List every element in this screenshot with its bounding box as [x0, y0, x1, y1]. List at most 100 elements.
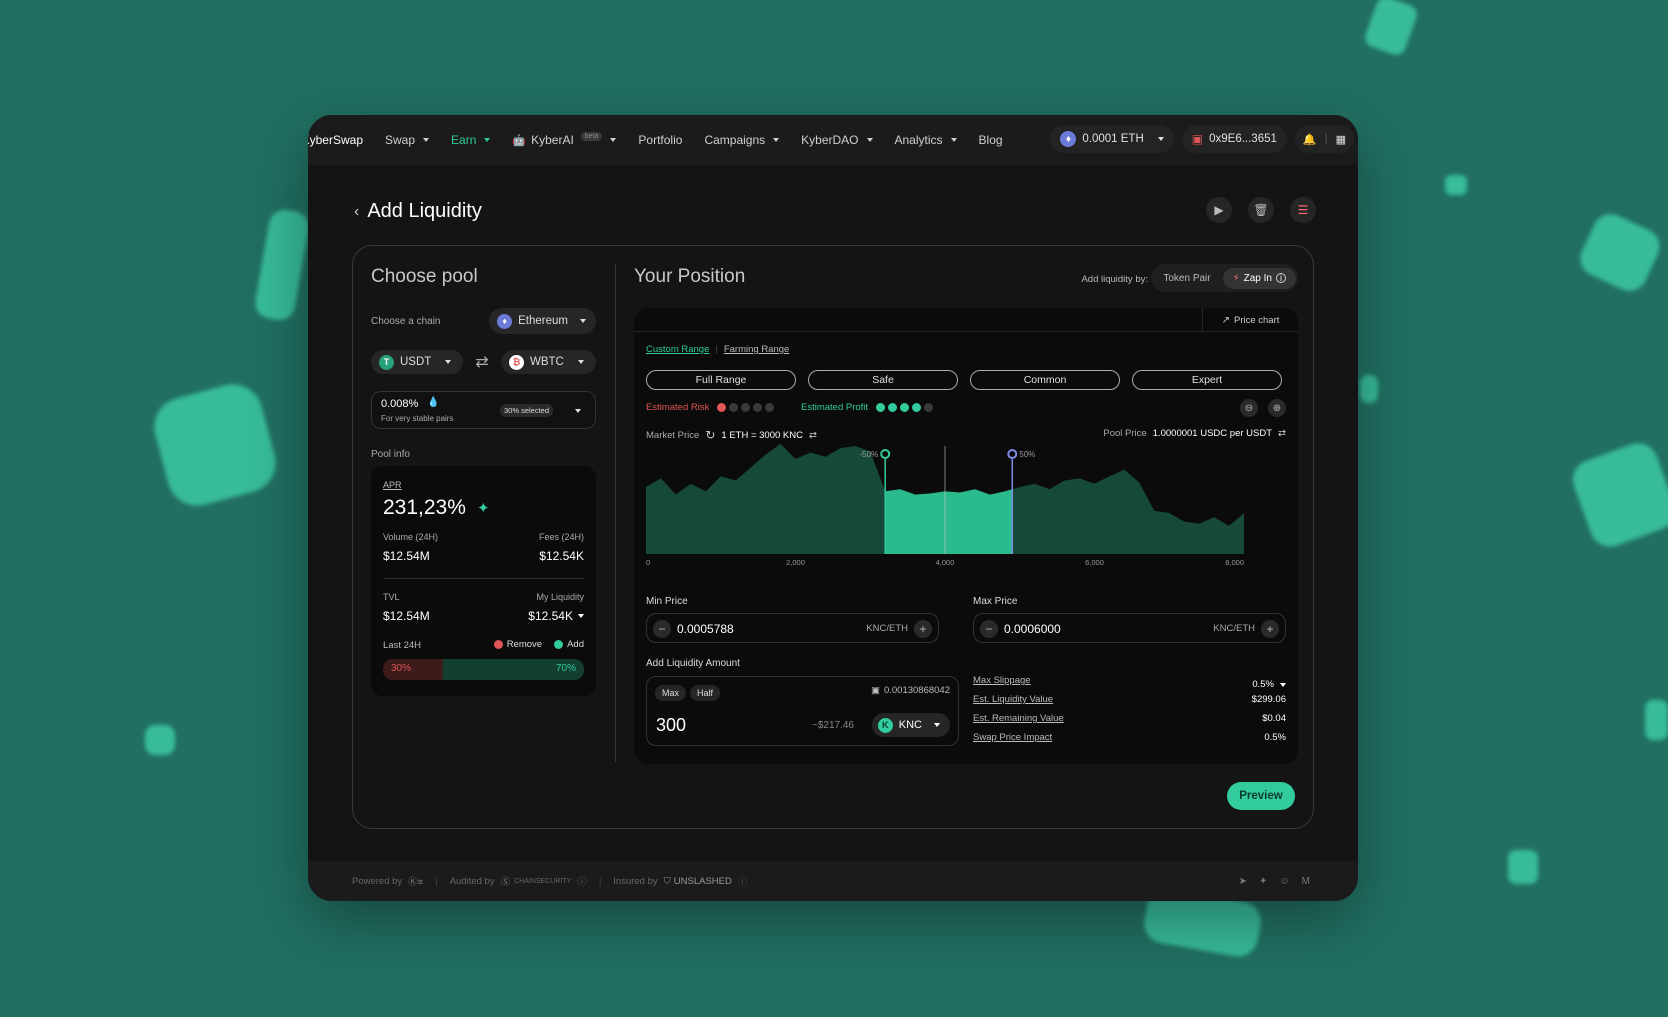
custom-range-tab[interactable]: Custom Range — [646, 344, 710, 355]
price-chart-tab[interactable]: ↗ Price chart — [1202, 308, 1298, 332]
refresh-icon[interactable]: ↻ — [705, 428, 716, 442]
pool-price-value: 1.0000001 USDC per USDT — [1152, 428, 1273, 439]
nav-item-swap[interactable]: Swap — [385, 133, 430, 147]
liquidity-price-chart[interactable]: -50% 50% 0 2,000 4,000 6,000 8,000 — [646, 443, 1286, 581]
max-price-increment-button[interactable]: + — [1261, 620, 1279, 638]
swap-price-impact-value: 0.5% — [1264, 732, 1286, 743]
social-links: ➤ ✦ ☺ M — [1239, 876, 1310, 887]
nav-item-portfolio[interactable]: Portfolio — [638, 133, 682, 147]
wbtc-icon: ₿ — [509, 354, 524, 370]
logo[interactable]: KyberSwap — [308, 133, 363, 147]
max-price-unit: KNC/ETH — [1213, 623, 1255, 634]
token-pair-row: T USDT ⇄ ₿ WBTC — [371, 350, 596, 374]
token-a-selector[interactable]: T USDT — [371, 350, 463, 374]
pool-price: Pool Price 1.0000001 USDC per USDT ⇄ — [1103, 428, 1286, 439]
nav-item-label: KyberDAO — [801, 133, 859, 147]
droplet-icon: 💧 — [427, 397, 440, 408]
nav-item-earn[interactable]: Earn — [451, 133, 491, 147]
zoom-out-icon[interactable]: ⊖ — [1240, 399, 1258, 417]
twitter-icon[interactable]: ✦ — [1259, 875, 1268, 887]
amount-value: 300 — [656, 715, 687, 735]
level-dot — [900, 403, 910, 412]
balance-pill[interactable]: ♦ 0.0001 ETH — [1050, 125, 1174, 153]
common-range-button[interactable]: Common — [970, 370, 1120, 390]
telegram-icon[interactable]: ➤ — [1238, 875, 1248, 887]
zap-in-label: Zap In — [1243, 272, 1272, 284]
x-tick-label: 0 — [646, 558, 650, 567]
min-price-value: 0.0005788 — [677, 622, 734, 636]
zap-in-option[interactable]: ⚡ Zap In i — [1222, 267, 1296, 289]
safe-range-button[interactable]: Safe — [808, 370, 958, 390]
add-liquidity-amount-label: Add Liquidity Amount — [646, 658, 740, 669]
auditor-name[interactable]: CHAINSECURITY — [514, 877, 572, 885]
min-price-decrement-button[interactable]: − — [653, 620, 671, 638]
min-price-increment-button[interactable]: + — [914, 620, 932, 638]
medium-icon[interactable]: M — [1301, 875, 1310, 887]
insurer-name[interactable]: UNSLASHED — [673, 875, 732, 887]
max-slippage-value[interactable]: 0.5% — [1252, 675, 1286, 694]
fees-label: Fees (24H) — [538, 532, 584, 542]
footer: Powered by Ⓚ≡ | Audited by Ⓢ CHAINSECURI… — [308, 861, 1358, 901]
amount-input-box[interactable]: Max Half ▣ 0.00130868042 300 ~$217.46 K … — [646, 676, 959, 746]
full-range-button[interactable]: Full Range — [646, 370, 796, 390]
add-remove-ratio-bar: 30% 70% — [383, 659, 584, 680]
range-low-handle — [880, 449, 891, 459]
app-window: KyberSwap Swap Earn 🤖 KyberAI beta Portfolio C… — [308, 115, 1358, 901]
zoom-in-icon[interactable]: ⊕ — [1268, 399, 1286, 417]
discord-icon[interactable]: ☺ — [1279, 875, 1290, 887]
token-pair-option[interactable]: Token Pair — [1163, 272, 1211, 284]
notifications-pill[interactable]: 🔔 | ▦ — [1294, 125, 1354, 153]
choose-pool-title: Choose pool — [371, 266, 478, 287]
last-24h-label: Last 24H — [383, 640, 422, 651]
zoom-controls: ⊖ ⊕ — [1240, 399, 1286, 417]
trash-button[interactable]: 🗑 — [1248, 197, 1274, 223]
nav-item-kyberdao[interactable]: KyberDAO — [801, 133, 873, 147]
info-icon[interactable]: ⓘ — [577, 877, 587, 888]
nav-item-analytics[interactable]: Analytics — [895, 133, 957, 147]
my-liquidity-value[interactable]: $12.54K — [528, 609, 584, 623]
wallet-balance-value: 0.00130868042 — [883, 685, 950, 696]
nav-item-campaigns[interactable]: Campaigns — [704, 133, 780, 147]
min-price-input[interactable]: − 0.0005788 KNC/ETH + — [646, 613, 939, 643]
kyber-logo-icon[interactable]: Ⓚ≡ — [408, 877, 424, 888]
nav-item-kyberai[interactable]: 🤖 KyberAI beta — [512, 131, 617, 147]
back-chevron-icon[interactable]: ‹ — [354, 202, 360, 220]
chain-selector[interactable]: ♦ Ethereum — [489, 308, 596, 334]
liquidity-value-row: Est. Liquidity Value $299.06 — [973, 694, 1286, 713]
swap-tokens-icon[interactable]: ⇄ — [475, 354, 489, 371]
info-icon[interactable]: ⓘ — [737, 877, 748, 888]
estimated-risk-label: Estimated Risk — [646, 402, 710, 413]
x-tick-label: 6,000 — [1085, 558, 1104, 567]
separator: | — [1324, 133, 1328, 145]
background-shape — [1645, 700, 1668, 740]
tvl-label: TVL — [383, 592, 400, 602]
swap-direction-icon[interactable]: ⇄ — [808, 429, 817, 441]
column-divider — [615, 264, 616, 762]
chevron-down-icon — [577, 360, 584, 364]
bell-icon[interactable]: 🔔 — [1302, 133, 1317, 146]
grid-menu-icon[interactable]: ▦ — [1335, 133, 1346, 146]
max-amount-button[interactable]: Max — [655, 685, 687, 701]
settings-sliders-button[interactable]: ☰ — [1290, 197, 1316, 223]
max-price-input[interactable]: − 0.0006000 KNC/ETH + — [973, 613, 1286, 643]
max-price-decrement-button[interactable]: − — [980, 620, 998, 638]
price-impact-row: Swap Price Impact 0.5% — [973, 732, 1286, 751]
half-amount-button[interactable]: Half — [690, 685, 721, 701]
remove-ratio-label: 30% — [391, 663, 412, 674]
expert-range-button[interactable]: Expert — [1132, 370, 1282, 390]
fee-tier-selector[interactable]: 0.008% 💧 For very stable pairs 30% selec… — [371, 391, 596, 429]
token-b-selector[interactable]: ₿ WBTC — [501, 350, 596, 374]
risk-dots — [717, 403, 775, 412]
tutorial-play-button[interactable]: ▶ — [1206, 197, 1232, 223]
wallet-pill[interactable]: ▣ 0x9E6...3651 — [1181, 125, 1287, 153]
chevron-down-icon — [950, 138, 957, 142]
amount-token-selector[interactable]: K KNC — [871, 713, 950, 737]
my-liquidity-label: My Liquidity — [536, 592, 584, 602]
swap-direction-icon[interactable]: ⇄ — [1278, 428, 1286, 439]
preview-button[interactable]: Preview — [1227, 782, 1295, 810]
farming-range-tab[interactable]: Farming Range — [723, 344, 790, 355]
token-b-symbol: WBTC — [530, 356, 564, 368]
max-price-label: Max Price — [973, 596, 1018, 607]
balance-text: 0.0001 ETH — [1082, 133, 1144, 145]
nav-item-blog[interactable]: Blog — [979, 133, 1003, 147]
